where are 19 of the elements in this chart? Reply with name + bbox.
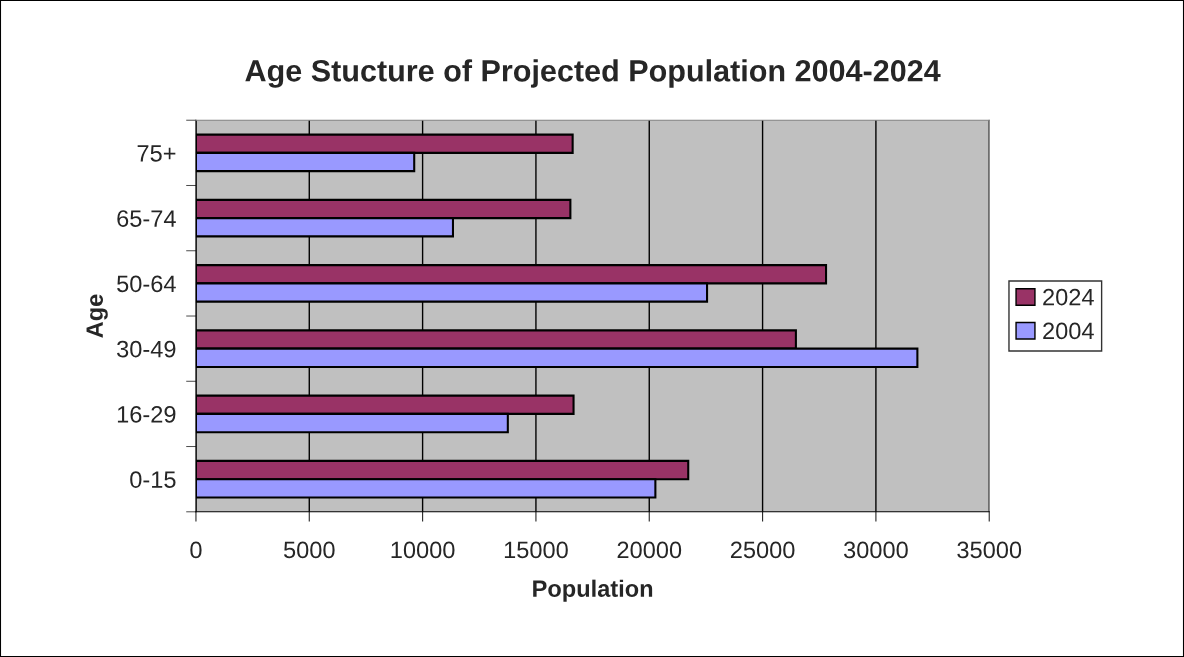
x-tick-label: 35000 bbox=[957, 541, 1022, 559]
legend-label: 2024 bbox=[1043, 288, 1094, 306]
chart-title: Age Stucture of Projected Population 2004-2024 bbox=[245, 59, 941, 88]
x-tick-label: 15000 bbox=[504, 541, 568, 559]
x-axis-title: Population bbox=[533, 579, 653, 602]
y-axis-title: Age bbox=[86, 294, 108, 338]
x-tick-label: 30000 bbox=[843, 541, 908, 559]
x-tick-label: 0 bbox=[190, 541, 202, 559]
y-tick-label: 16-29 bbox=[117, 405, 176, 423]
legend-label: 2004 bbox=[1043, 322, 1094, 340]
y-tick-label: 30-49 bbox=[117, 340, 176, 358]
y-tick-label: 75+ bbox=[137, 145, 176, 162]
x-tick-label: 10000 bbox=[391, 541, 455, 559]
y-tick-label: 65-74 bbox=[117, 210, 176, 227]
x-tick-label: 5000 bbox=[283, 541, 335, 559]
x-tick-label: 20000 bbox=[617, 541, 682, 559]
x-tick-label: 25000 bbox=[730, 541, 795, 559]
y-tick-label: 0-15 bbox=[130, 471, 176, 488]
y-tick-label: 50-64 bbox=[117, 275, 176, 293]
